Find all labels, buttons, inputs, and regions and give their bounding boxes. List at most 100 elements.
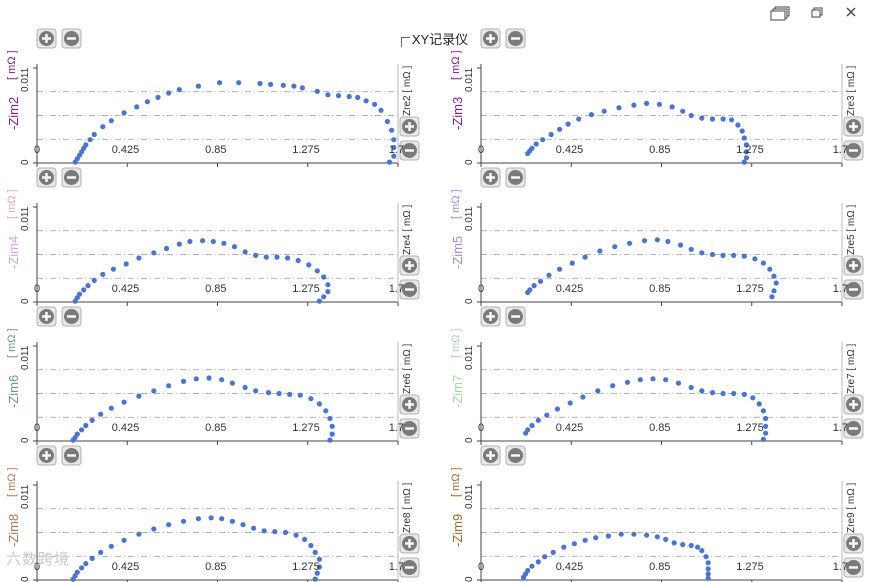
scatter-plot xyxy=(33,28,420,167)
data-point xyxy=(316,556,322,562)
y-tick-label: 0.011 xyxy=(464,206,475,231)
x-zoom-in-button[interactable] xyxy=(843,394,864,415)
data-point xyxy=(151,388,157,394)
zoom-in-button[interactable] xyxy=(36,445,57,466)
x-tick-label: 0 xyxy=(478,283,485,295)
data-point xyxy=(741,159,747,165)
data-point xyxy=(280,82,286,88)
x-zoom-out-button[interactable] xyxy=(843,140,864,161)
data-point xyxy=(752,256,758,262)
x-tick-label: 0.85 xyxy=(649,283,671,295)
data-point xyxy=(763,430,769,436)
data-point xyxy=(391,137,397,143)
zoom-in-button[interactable] xyxy=(480,167,501,188)
data-point xyxy=(76,291,83,297)
zoom-in-button[interactable] xyxy=(480,445,501,466)
data-point xyxy=(208,515,214,521)
maximize-icon[interactable] xyxy=(806,4,828,22)
x-zoom-out-button[interactable] xyxy=(843,279,864,300)
zoom-in-button[interactable] xyxy=(36,306,57,327)
zoom-in-button[interactable] xyxy=(36,167,57,188)
data-point xyxy=(265,390,272,396)
zoom-in-button[interactable] xyxy=(480,306,501,327)
x-zoom-out-button[interactable] xyxy=(399,557,420,578)
data-point xyxy=(316,401,322,407)
x-tick-label: 0.425 xyxy=(555,422,584,434)
window-title: XY记录仪 xyxy=(411,32,469,47)
data-point xyxy=(79,565,85,571)
data-point xyxy=(81,287,87,293)
data-point xyxy=(155,94,161,100)
data-point xyxy=(525,427,531,433)
data-point xyxy=(773,280,779,286)
zoom-out-button[interactable] xyxy=(61,167,82,188)
y-tick-label: 0 xyxy=(464,576,475,582)
data-point xyxy=(91,277,97,283)
data-point xyxy=(720,390,726,397)
x-zoom-in-button[interactable] xyxy=(399,116,420,137)
x-zoom-in-button[interactable] xyxy=(399,394,420,415)
zoom-out-button[interactable] xyxy=(505,167,526,188)
scatter-plot xyxy=(477,167,864,306)
x-tick-label: 0 xyxy=(34,422,41,434)
x-zoom-in-button[interactable] xyxy=(399,255,420,276)
data-point xyxy=(386,159,393,165)
y-axis-label: -Zim6 xyxy=(6,374,21,408)
zoom-out-button[interactable] xyxy=(61,306,82,327)
data-point xyxy=(637,377,643,383)
scatter-plot xyxy=(33,167,420,306)
data-point xyxy=(108,118,114,124)
zoom-out-button[interactable] xyxy=(61,28,82,49)
y-axis-label: -Zim3 xyxy=(450,96,465,130)
x-zoom-in-button[interactable] xyxy=(399,533,420,554)
x-tick-label: 1.7 xyxy=(832,144,848,156)
data-point xyxy=(302,536,308,542)
data-point xyxy=(688,384,694,391)
data-point xyxy=(705,560,711,566)
x-zoom-out-button[interactable] xyxy=(399,418,420,439)
restore-windows-icon[interactable] xyxy=(768,4,790,22)
data-point xyxy=(763,423,769,429)
data-point xyxy=(87,137,93,143)
y-tick-label: 0.011 xyxy=(464,67,475,92)
data-point xyxy=(299,85,305,91)
data-point xyxy=(571,541,577,547)
data-point xyxy=(327,415,333,422)
x-zoom-in-button[interactable] xyxy=(843,255,864,276)
data-point xyxy=(760,260,766,266)
y-axis-label: -Zim8 xyxy=(6,513,21,547)
zoom-out-button[interactable] xyxy=(505,28,526,49)
data-point xyxy=(291,83,297,89)
x-zoom-in-button[interactable] xyxy=(843,533,864,554)
data-point xyxy=(236,80,242,86)
x-zoom-out-button[interactable] xyxy=(399,279,420,300)
data-point xyxy=(699,115,705,121)
data-point xyxy=(743,155,749,161)
data-point xyxy=(251,525,257,531)
zoom-in-button[interactable] xyxy=(480,28,501,49)
y-tick-label: 0.011 xyxy=(20,67,31,92)
data-point xyxy=(219,516,225,522)
zoom-out-button[interactable] xyxy=(505,306,526,327)
x-axis-label: Zre3 [ mΩ ] xyxy=(846,65,857,116)
x-tick-label: 0.425 xyxy=(555,144,584,156)
zoom-out-button[interactable] xyxy=(505,445,526,466)
x-zoom-in-button[interactable] xyxy=(843,116,864,137)
data-point xyxy=(743,142,749,148)
close-icon[interactable] xyxy=(840,4,862,22)
x-tick-label: 0.85 xyxy=(205,422,227,434)
data-point xyxy=(297,392,303,398)
data-point xyxy=(529,563,535,569)
data-point xyxy=(263,254,269,260)
data-point xyxy=(108,543,114,549)
zoom-in-button[interactable] xyxy=(36,28,57,49)
data-point xyxy=(110,266,116,272)
x-axis-label: Zre7 [ mΩ ] xyxy=(846,343,857,394)
zoom-out-button[interactable] xyxy=(61,445,82,466)
y-axis-unit: [ mΩ ] xyxy=(6,467,18,497)
data-point xyxy=(616,105,622,111)
x-zoom-out-button[interactable] xyxy=(399,140,420,161)
x-zoom-out-button[interactable] xyxy=(843,418,864,439)
data-point xyxy=(274,254,280,260)
x-tick-label: 1.7 xyxy=(832,561,848,573)
